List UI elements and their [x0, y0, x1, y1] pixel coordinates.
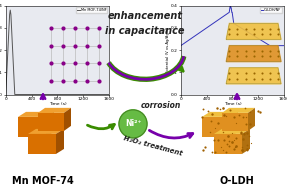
Polygon shape	[38, 113, 64, 131]
Circle shape	[119, 110, 147, 138]
Polygon shape	[18, 117, 46, 137]
Legend: O-LDH/NF: O-LDH/NF	[259, 7, 282, 13]
Polygon shape	[28, 134, 56, 154]
Polygon shape	[18, 112, 54, 117]
FancyArrowPatch shape	[149, 130, 193, 138]
Text: corrosion: corrosion	[141, 101, 181, 110]
Polygon shape	[226, 23, 281, 40]
Text: Ni²⁺: Ni²⁺	[125, 119, 141, 128]
Text: O-LDH: O-LDH	[220, 176, 254, 186]
Text: Mn MOF-74: Mn MOF-74	[12, 176, 74, 186]
Polygon shape	[214, 129, 250, 134]
Polygon shape	[28, 129, 64, 134]
Polygon shape	[248, 108, 255, 131]
Polygon shape	[46, 112, 54, 137]
Text: in capacitance: in capacitance	[105, 26, 185, 36]
Text: H₂O₂ treatment: H₂O₂ treatment	[123, 135, 183, 157]
Polygon shape	[64, 108, 71, 131]
Polygon shape	[226, 68, 281, 84]
Y-axis label: Potential (V vs.Ag/AgCl): Potential (V vs.Ag/AgCl)	[166, 27, 170, 73]
Polygon shape	[202, 117, 230, 137]
X-axis label: Time (s): Time (s)	[224, 102, 241, 106]
Polygon shape	[38, 108, 71, 113]
Legend: Mn MOF-74/NF: Mn MOF-74/NF	[76, 7, 107, 13]
Polygon shape	[222, 108, 255, 113]
Polygon shape	[214, 134, 242, 154]
FancyArrowPatch shape	[88, 124, 114, 129]
X-axis label: Time (s): Time (s)	[49, 102, 66, 106]
Polygon shape	[226, 46, 281, 62]
Text: enhancement: enhancement	[107, 11, 183, 21]
Polygon shape	[202, 112, 238, 117]
Polygon shape	[242, 129, 250, 154]
Polygon shape	[222, 113, 248, 131]
Polygon shape	[230, 112, 238, 137]
Polygon shape	[56, 129, 64, 154]
